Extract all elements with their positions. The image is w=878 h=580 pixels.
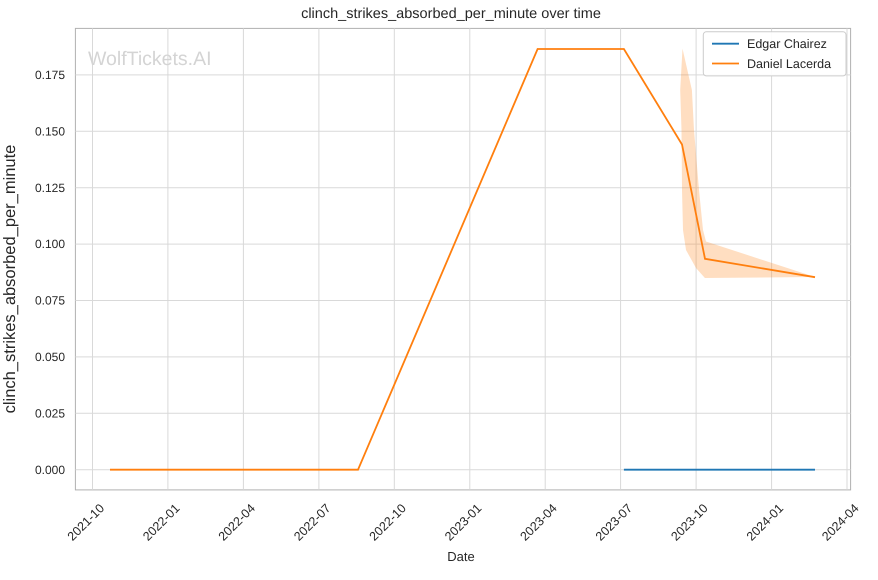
svg-text:0.175: 0.175	[35, 68, 65, 82]
svg-text:clinch_strikes_absorbed_per_mi: clinch_strikes_absorbed_per_minute	[1, 145, 19, 414]
svg-text:0.025: 0.025	[35, 406, 65, 420]
svg-text:0.075: 0.075	[35, 294, 65, 308]
svg-text:Daniel Lacerda: Daniel Lacerda	[747, 57, 831, 71]
svg-text:0.100: 0.100	[35, 237, 65, 251]
svg-text:Date: Date	[447, 549, 474, 564]
svg-text:0.000: 0.000	[35, 463, 65, 477]
svg-text:clinch_strikes_absorbed_per_mi: clinch_strikes_absorbed_per_minute over …	[301, 6, 601, 22]
svg-text:0.125: 0.125	[35, 181, 65, 195]
svg-text:WolfTickets.AI: WolfTickets.AI	[88, 48, 212, 70]
svg-text:0.050: 0.050	[35, 350, 65, 364]
svg-text:0.150: 0.150	[35, 124, 65, 138]
svg-text:Edgar Chairez: Edgar Chairez	[747, 37, 827, 51]
